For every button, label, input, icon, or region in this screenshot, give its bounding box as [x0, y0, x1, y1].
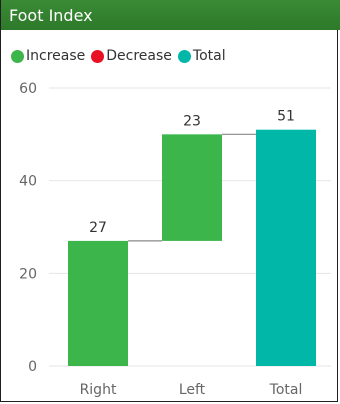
legend-label-increase: Increase: [26, 48, 86, 64]
y-tick-label: 60: [19, 81, 37, 97]
bar-left: [162, 134, 222, 241]
legend-dot-increase: [11, 49, 24, 63]
legend-item-total[interactable]: Total: [177, 48, 226, 64]
data-label: 51: [277, 109, 295, 125]
chart-title: Foot Index: [9, 6, 93, 25]
legend-label-decrease: Decrease: [106, 48, 172, 64]
title-bar: Foot Index: [1, 0, 340, 30]
legend-label-total: Total: [192, 48, 226, 64]
x-tick-label: Right: [80, 382, 117, 398]
y-tick-label: 40: [19, 174, 37, 190]
bar-total: [256, 129, 316, 366]
data-label: 23: [183, 113, 201, 129]
x-tick-label: Total: [269, 382, 303, 398]
bar-right: [68, 240, 128, 366]
x-tick-label: Left: [179, 382, 206, 398]
waterfall-chart: 0 20 40 60 27 Right 23 Left 51 Total: [19, 81, 331, 398]
legend-dot-decrease: [91, 49, 105, 63]
legend-item-increase[interactable]: Increase: [11, 48, 85, 64]
y-tick-label: 0: [28, 359, 37, 375]
y-tick-label: 20: [19, 266, 37, 282]
legend-item-decrease[interactable]: Decrease: [91, 48, 172, 64]
legend: Increase Decrease Total: [11, 46, 232, 66]
data-label: 27: [89, 220, 107, 236]
legend-dot-total: [177, 49, 191, 63]
